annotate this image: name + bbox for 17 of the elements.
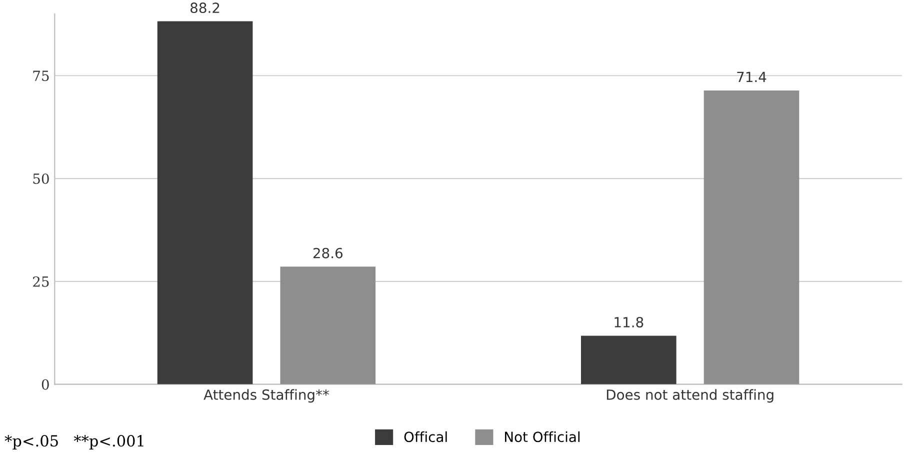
x-tick-label: Does not attend staffing xyxy=(606,389,774,403)
y-tick-label: 50 xyxy=(33,173,49,184)
y-tick-label: 25 xyxy=(33,276,49,287)
legend-label: Offical xyxy=(404,431,447,442)
data-label: 28.6 xyxy=(313,248,342,258)
bar xyxy=(581,336,676,384)
y-tick-label: 0 xyxy=(42,379,49,390)
bar xyxy=(157,21,253,384)
y-tick-label: 75 xyxy=(33,70,49,82)
text: *p<.05 **p<.001 xyxy=(4,435,144,450)
data-label: 71.4 xyxy=(737,72,766,82)
bar xyxy=(704,90,800,384)
data-label: 11.8 xyxy=(614,316,644,328)
legend-label: Not Official xyxy=(505,431,580,442)
data-label: 88.2 xyxy=(190,2,220,14)
bar xyxy=(280,266,376,384)
x-tick-label: Attends Staffing** xyxy=(204,389,329,403)
